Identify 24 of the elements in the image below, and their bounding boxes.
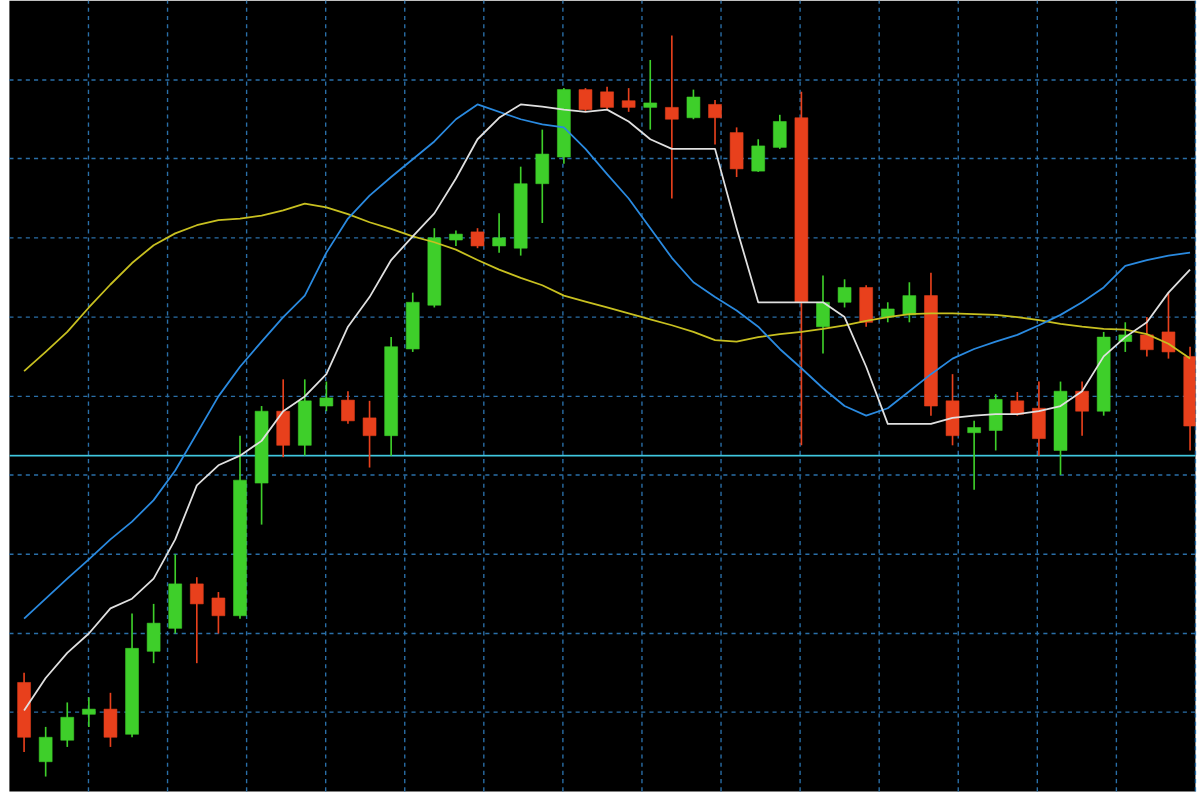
candlestick bbox=[1075, 380, 1089, 437]
candlestick bbox=[600, 85, 614, 111]
candlestick bbox=[708, 99, 722, 146]
candlestick bbox=[665, 34, 679, 200]
candlestick bbox=[1010, 391, 1025, 417]
candlestick bbox=[621, 87, 636, 113]
candlestick bbox=[60, 701, 75, 748]
candlestick bbox=[341, 390, 355, 425]
candlestick bbox=[643, 59, 658, 131]
candlestick bbox=[881, 301, 895, 324]
candlestick bbox=[837, 278, 852, 309]
candlestick bbox=[967, 420, 981, 491]
candlestick bbox=[362, 400, 377, 469]
candlestick bbox=[211, 591, 226, 635]
candlestick bbox=[686, 88, 701, 121]
candlestick bbox=[1161, 291, 1176, 360]
candlestick bbox=[82, 696, 96, 728]
candlestick bbox=[578, 87, 593, 113]
candlestick bbox=[492, 212, 506, 254]
candlestick bbox=[1140, 316, 1154, 358]
candlestick bbox=[319, 380, 334, 413]
candlestick bbox=[470, 227, 485, 250]
candlestick bbox=[902, 281, 917, 324]
candlestick bbox=[190, 576, 204, 665]
